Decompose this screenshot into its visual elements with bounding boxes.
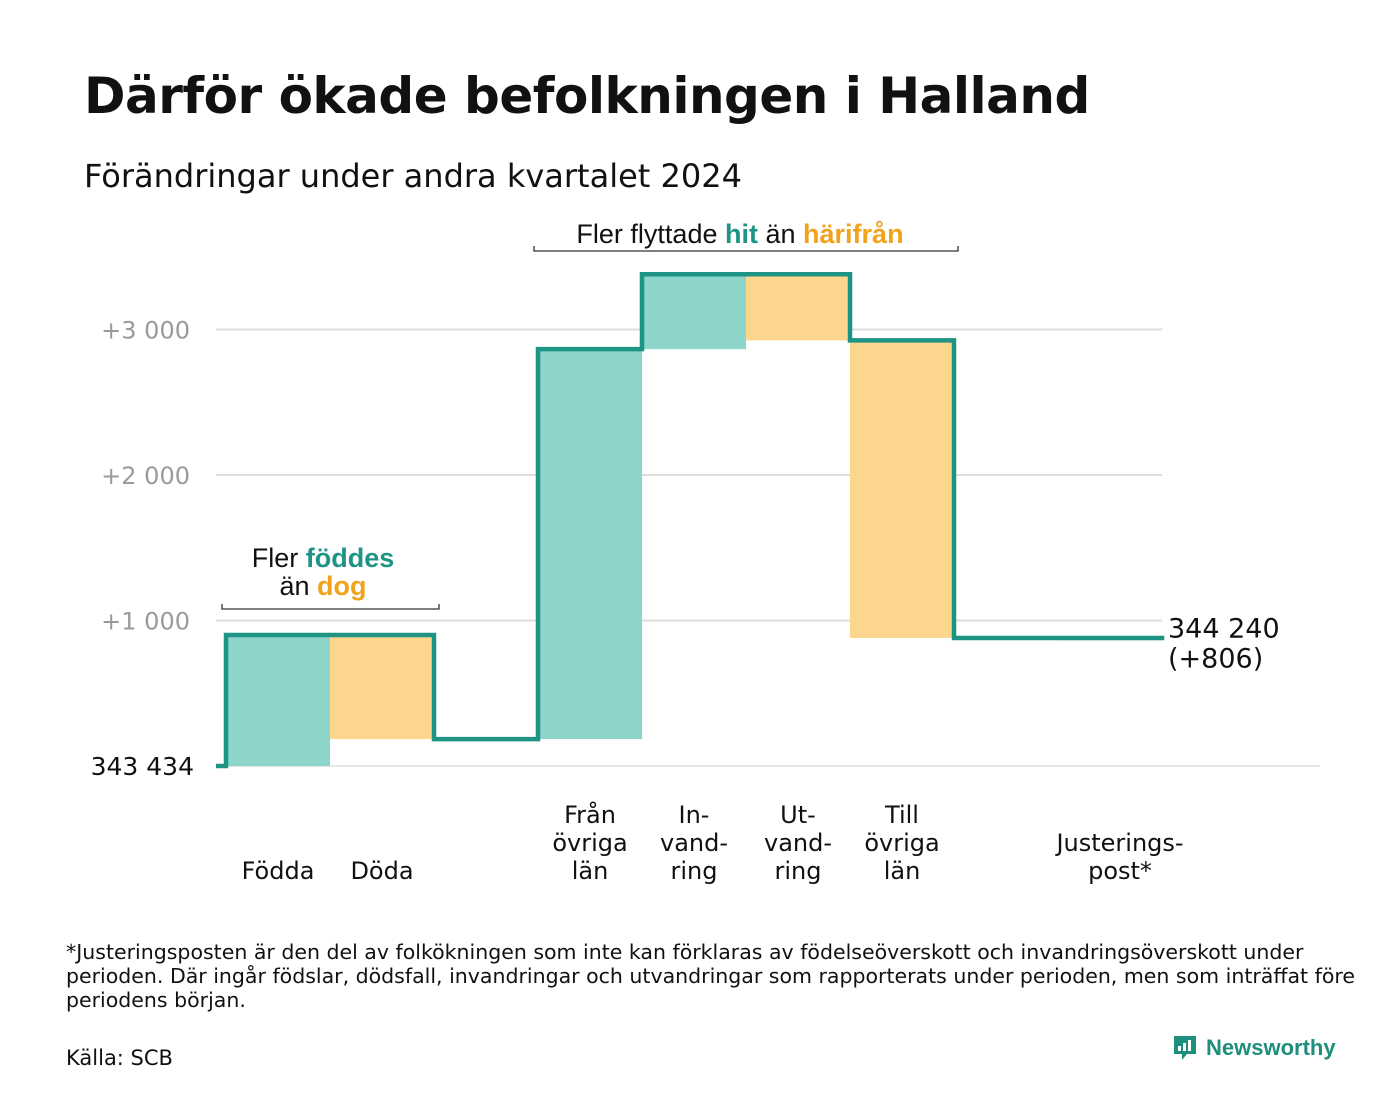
annotation-bracket [221, 604, 440, 610]
footnote: *Justeringsposten är den del av folkökni… [66, 940, 1355, 1012]
category-label: övriga [864, 829, 939, 857]
category-label: Ut- [780, 801, 816, 829]
annotation-text: Fler flyttade hit än härifrån [576, 219, 903, 249]
waterfall-bar [226, 635, 330, 766]
category-label: övriga [552, 829, 627, 857]
y-tick-label: +1 000 [101, 608, 190, 636]
category-label: Födda [242, 857, 315, 885]
waterfall-bar [538, 349, 642, 740]
annotation-plain: Fler flyttade [576, 219, 725, 249]
category-label: In- [679, 801, 710, 829]
category-label: Döda [350, 857, 413, 885]
y-tick-label: +3 000 [101, 317, 190, 345]
waterfall-bar [642, 274, 746, 350]
chart-title: Därför ökade befolkningen i Halland [84, 67, 1090, 125]
end-change-label: (+806) [1168, 643, 1263, 674]
base-value-label: 343 434 [91, 752, 194, 781]
category-label: län [572, 857, 609, 885]
category-label: ring [775, 857, 822, 885]
annotation-highlight: härifrån [803, 219, 904, 249]
annotation-plain: Fler [252, 543, 306, 573]
waterfall-bar [746, 274, 850, 341]
annotation-highlight: hit [725, 219, 758, 249]
annotation-plain: än [758, 219, 803, 249]
annotation-bracket [533, 246, 959, 252]
y-tick-label: +2 000 [101, 462, 190, 490]
category-label: post* [1088, 857, 1152, 885]
source-label: Källa: SCB [66, 1046, 173, 1070]
category-label: Till [884, 801, 919, 829]
waterfall-bar [330, 635, 434, 740]
category-label: ring [671, 857, 718, 885]
annotation-text: Fler föddes [252, 543, 395, 573]
end-value-label: 344 240 [1168, 613, 1280, 644]
category-label: vand- [764, 829, 832, 857]
annotation-highlight: dog [317, 571, 366, 601]
chart-subtitle: Förändringar under andra kvartalet 2024 [84, 157, 742, 195]
annotation-plain: än [279, 571, 317, 601]
category-label: Justerings- [1054, 829, 1183, 857]
category-label: Från [564, 800, 616, 829]
brand: Newsworthy [1172, 1034, 1336, 1062]
newsworthy-logo-icon [1174, 1036, 1196, 1060]
brand-name: Newsworthy [1206, 1035, 1336, 1060]
waterfall-chart: +1 000 +2 000 +3 000 343 434 344 240(+806) Fö… [91, 219, 1320, 885]
annotation-text: än dog [279, 571, 366, 601]
annotation-group: Fler flyttade hit än härifrån [533, 219, 959, 252]
category-label: vand- [660, 829, 728, 857]
annotation-highlight: föddes [306, 543, 395, 573]
cumulative-step-line [216, 271, 1165, 769]
waterfall-bar [850, 340, 954, 638]
category-label: län [884, 857, 921, 885]
